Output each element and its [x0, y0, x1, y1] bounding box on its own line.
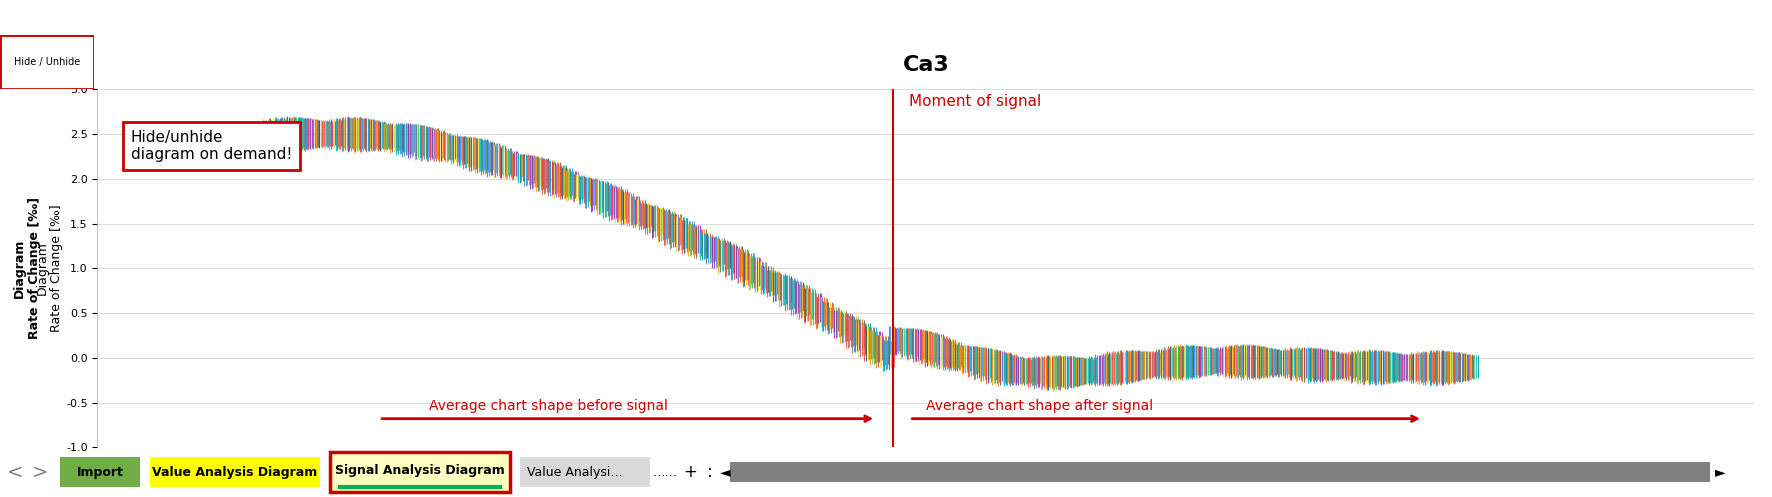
- Text: Moment of signal: Moment of signal: [909, 93, 1042, 108]
- Text: Signal Analysis Diagram: Signal Analysis Diagram: [335, 464, 505, 477]
- Text: ►: ►: [1715, 465, 1726, 479]
- Text: Hide/unhide
diagram on demand!: Hide/unhide diagram on demand!: [131, 130, 292, 162]
- Bar: [730, 462, 1710, 482]
- Text: :: :: [707, 463, 712, 481]
- Text: Value Analysi…: Value Analysi…: [526, 466, 624, 479]
- Bar: [60, 457, 140, 487]
- Text: Average chart shape before signal: Average chart shape before signal: [429, 399, 668, 413]
- Text: Diagram
Rate of Change [‰]: Diagram Rate of Change [‰]: [12, 197, 41, 339]
- Bar: [151, 457, 321, 487]
- Text: ◄: ◄: [719, 465, 730, 479]
- Y-axis label: Diagram
Rate of Change [‰]: Diagram Rate of Change [‰]: [35, 205, 64, 332]
- Bar: [519, 457, 650, 487]
- Text: Value Analysis Diagram: Value Analysis Diagram: [152, 466, 317, 479]
- Text: +: +: [682, 463, 696, 481]
- Text: <: <: [7, 463, 23, 482]
- Text: Ca3: Ca3: [902, 55, 950, 75]
- Text: >: >: [32, 463, 48, 482]
- Text: Import: Import: [76, 466, 124, 479]
- Text: ……: ……: [652, 466, 677, 479]
- Text: Hide / Unhide: Hide / Unhide: [14, 57, 80, 67]
- Bar: [330, 452, 510, 492]
- Text: Average chart shape after signal: Average chart shape after signal: [927, 399, 1154, 413]
